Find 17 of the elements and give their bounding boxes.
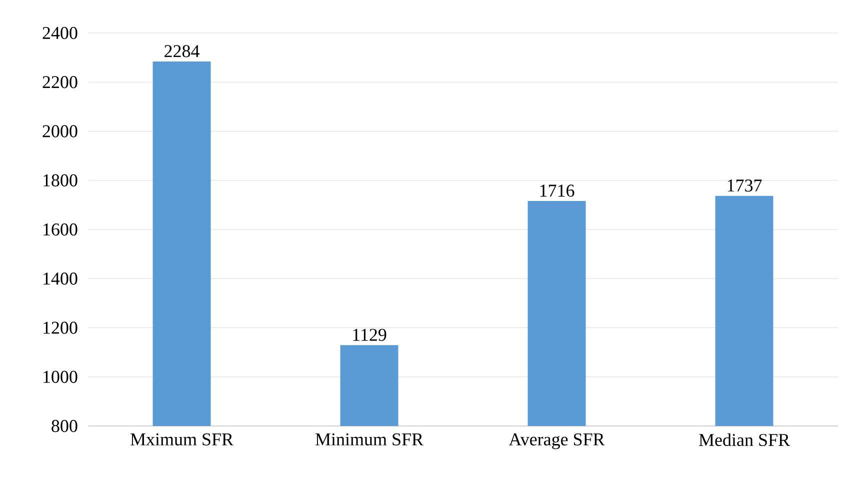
y-tick-label: 2400 bbox=[42, 26, 78, 40]
y-tick-label: 1400 bbox=[44, 272, 78, 285]
data-label: 1129 bbox=[353, 328, 386, 341]
y-tick-label: 2200 bbox=[42, 76, 78, 88]
x-tick-label: Average SFR bbox=[508, 433, 605, 450]
y-tick-label: 1600 bbox=[44, 223, 78, 236]
y-tick-label: 1200 bbox=[44, 322, 78, 334]
y-tick-label: 1000 bbox=[44, 370, 78, 383]
y-tick-label: 2000 bbox=[42, 125, 78, 138]
data-label: 2284 bbox=[164, 45, 200, 58]
y-tick-label: 1800 bbox=[44, 174, 78, 186]
y-tick-label: 800 bbox=[52, 420, 78, 432]
data-label: 1737 bbox=[728, 179, 762, 192]
data-label: 1716 bbox=[540, 184, 574, 197]
x-tick-label: Mximum SFR bbox=[130, 433, 234, 446]
x-tick-label: Minimum SFR bbox=[316, 433, 424, 446]
x-tick-label: Median SFR bbox=[699, 433, 790, 446]
